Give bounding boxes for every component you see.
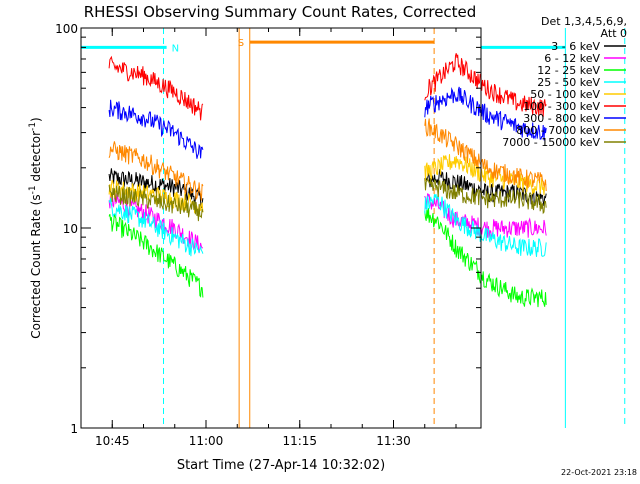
legend-entry-label: 50 - 100 keV [530,88,600,101]
y-axis-label-sup2: -1 [28,122,38,131]
x-tick-label: 11:00 [189,434,224,448]
legend-header-line1: Det 1,3,4,5,6,9, [541,15,627,28]
legend-entry-label: 3 - 6 keV [551,40,600,53]
legend-entry-label: 12 - 25 keV [537,64,600,77]
y-tick-label: 10 [63,222,78,236]
y-tick-label: 1 [70,422,78,436]
series-line [108,198,204,257]
legend-entry-label: 6 - 12 keV [544,52,600,65]
footer-timestamp: 22-Oct-2021 23:18 [561,468,637,477]
series-line [424,169,547,206]
y-axis-label: Corrected Count Rate (s-1 detector-1) [28,117,43,338]
y-axis-label-main: Corrected Count Rate (s [29,194,43,338]
legend-header-line2: Att 0 [601,27,627,40]
x-tick-label: 10:45 [95,434,130,448]
legend-entry-label: 25 - 50 keV [537,76,600,89]
x-tick-label: 11:15 [282,434,317,448]
flag-bar-label: S [238,38,244,49]
x-tick-label: 11:30 [376,434,411,448]
axes: 10:45 11:00 11:15 11:30 1 10 100 [55,22,481,448]
y-tick-label: 100 [55,22,78,36]
series-line [424,118,547,192]
series-line [108,184,204,222]
series-line [108,55,204,121]
chart-title: RHESSI Observing Summary Count Rates, Co… [84,3,477,21]
series-line [424,53,547,117]
series-line [424,207,547,308]
y-axis-label-end: ) [29,117,43,122]
series-line [108,141,204,201]
legend-entry-label: 300 - 800 keV [523,112,600,125]
series-line [108,214,204,298]
y-axis-label-sup1: -1 [28,185,38,194]
legend-entry-label: 7000 - 15000 keV [502,136,600,149]
legend-entry-label: 100 - 300 keV [523,100,600,113]
flag-bar-label: N [172,43,179,54]
x-axis-label: Start Time (27-Apr-14 10:32:02) [177,458,385,473]
series-line [424,193,547,257]
legend-entry-label: 800 - 7000 keV [516,124,600,137]
series-line [424,86,547,141]
y-axis-label-mid: detector [29,131,43,186]
series-line [108,99,204,159]
series-line [424,177,547,215]
series-line [108,168,204,209]
